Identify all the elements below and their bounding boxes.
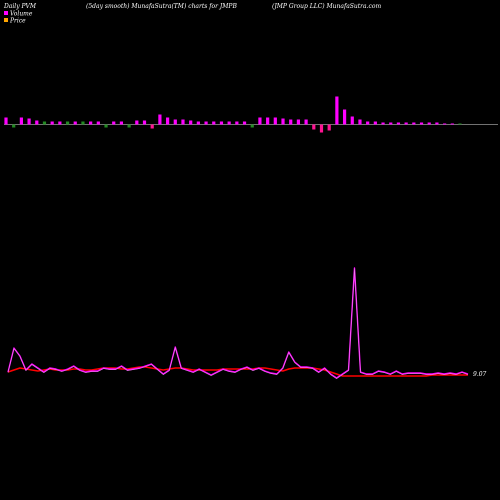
legend-price-label: Price [9, 18, 26, 25]
volume-bar [419, 122, 424, 125]
volume-bar [296, 119, 301, 125]
volume-bar [227, 121, 231, 125]
volume-bar [135, 120, 139, 125]
header-left: Daily PVM [3, 3, 37, 10]
volume-bar [358, 119, 362, 125]
volume-bar [273, 117, 277, 125]
legend-price-swatch [4, 18, 8, 22]
volume-bar [381, 122, 385, 125]
header-center: (5day smooth) MunafaSutra(TM) charts for… [86, 3, 237, 10]
volume-bar [73, 121, 77, 125]
price-volume-lines [7, 267, 469, 379]
volume-bar [404, 122, 408, 125]
volume-bar [266, 117, 270, 125]
volume-bar [19, 117, 23, 125]
volume-bar [319, 124, 324, 133]
volume-bars [4, 96, 462, 133]
volume-bar [312, 124, 316, 130]
volume-bar [396, 122, 401, 125]
volume-bar [112, 121, 116, 125]
volume-bar [443, 123, 447, 125]
volume-line-highlight [7, 268, 469, 379]
volume-bar [196, 121, 200, 125]
volume-bar [435, 122, 439, 125]
volume-bar [189, 120, 193, 125]
volume-bar [204, 121, 208, 125]
volume-bar [173, 119, 177, 125]
volume-bar [258, 117, 262, 125]
header-right: (JMP Group LLC) MunafaSutra.com [272, 3, 381, 10]
volume-bar [42, 121, 47, 125]
volume-bar [81, 121, 85, 125]
volume-bar [50, 121, 54, 125]
price-line [7, 366, 468, 377]
volume-bar [389, 122, 393, 125]
volume-bar [242, 121, 247, 125]
legend-volume-swatch [4, 11, 8, 15]
volume-bar [350, 116, 354, 125]
volume-line [7, 267, 469, 379]
volume-bar [104, 124, 108, 128]
volume-bar [289, 119, 293, 125]
volume-bar [250, 124, 254, 128]
legend-volume-label: Volume [10, 11, 33, 18]
volume-bar [89, 121, 93, 125]
volume-bar [219, 121, 224, 125]
volume-bar [235, 121, 239, 125]
volume-bar [96, 121, 100, 125]
volume-bar [304, 119, 308, 125]
volume-bar [58, 121, 62, 125]
volume-bar [127, 124, 131, 128]
volume-bar [65, 121, 70, 125]
volume-bar [165, 117, 170, 125]
volume-bar [158, 114, 162, 125]
volume-bar [281, 118, 285, 125]
volume-bar [342, 109, 347, 125]
volume-bar [427, 122, 431, 125]
volume-bar [119, 121, 124, 125]
volume-bar [450, 123, 454, 125]
volume-bar [212, 121, 216, 125]
volume-bar [4, 117, 8, 125]
volume-bar [335, 96, 339, 125]
volume-bar [27, 118, 31, 125]
volume-bar [327, 124, 331, 131]
volume-bar [458, 123, 462, 125]
volume-bar [412, 122, 416, 125]
volume-bar [150, 124, 154, 129]
volume-bar [12, 124, 16, 128]
volume-bar [181, 119, 185, 125]
volume-bar [35, 120, 39, 125]
volume-bar [366, 121, 370, 125]
volume-bar [373, 121, 377, 125]
last-price-label: 9.07 [473, 371, 487, 378]
volume-bar [142, 120, 147, 125]
